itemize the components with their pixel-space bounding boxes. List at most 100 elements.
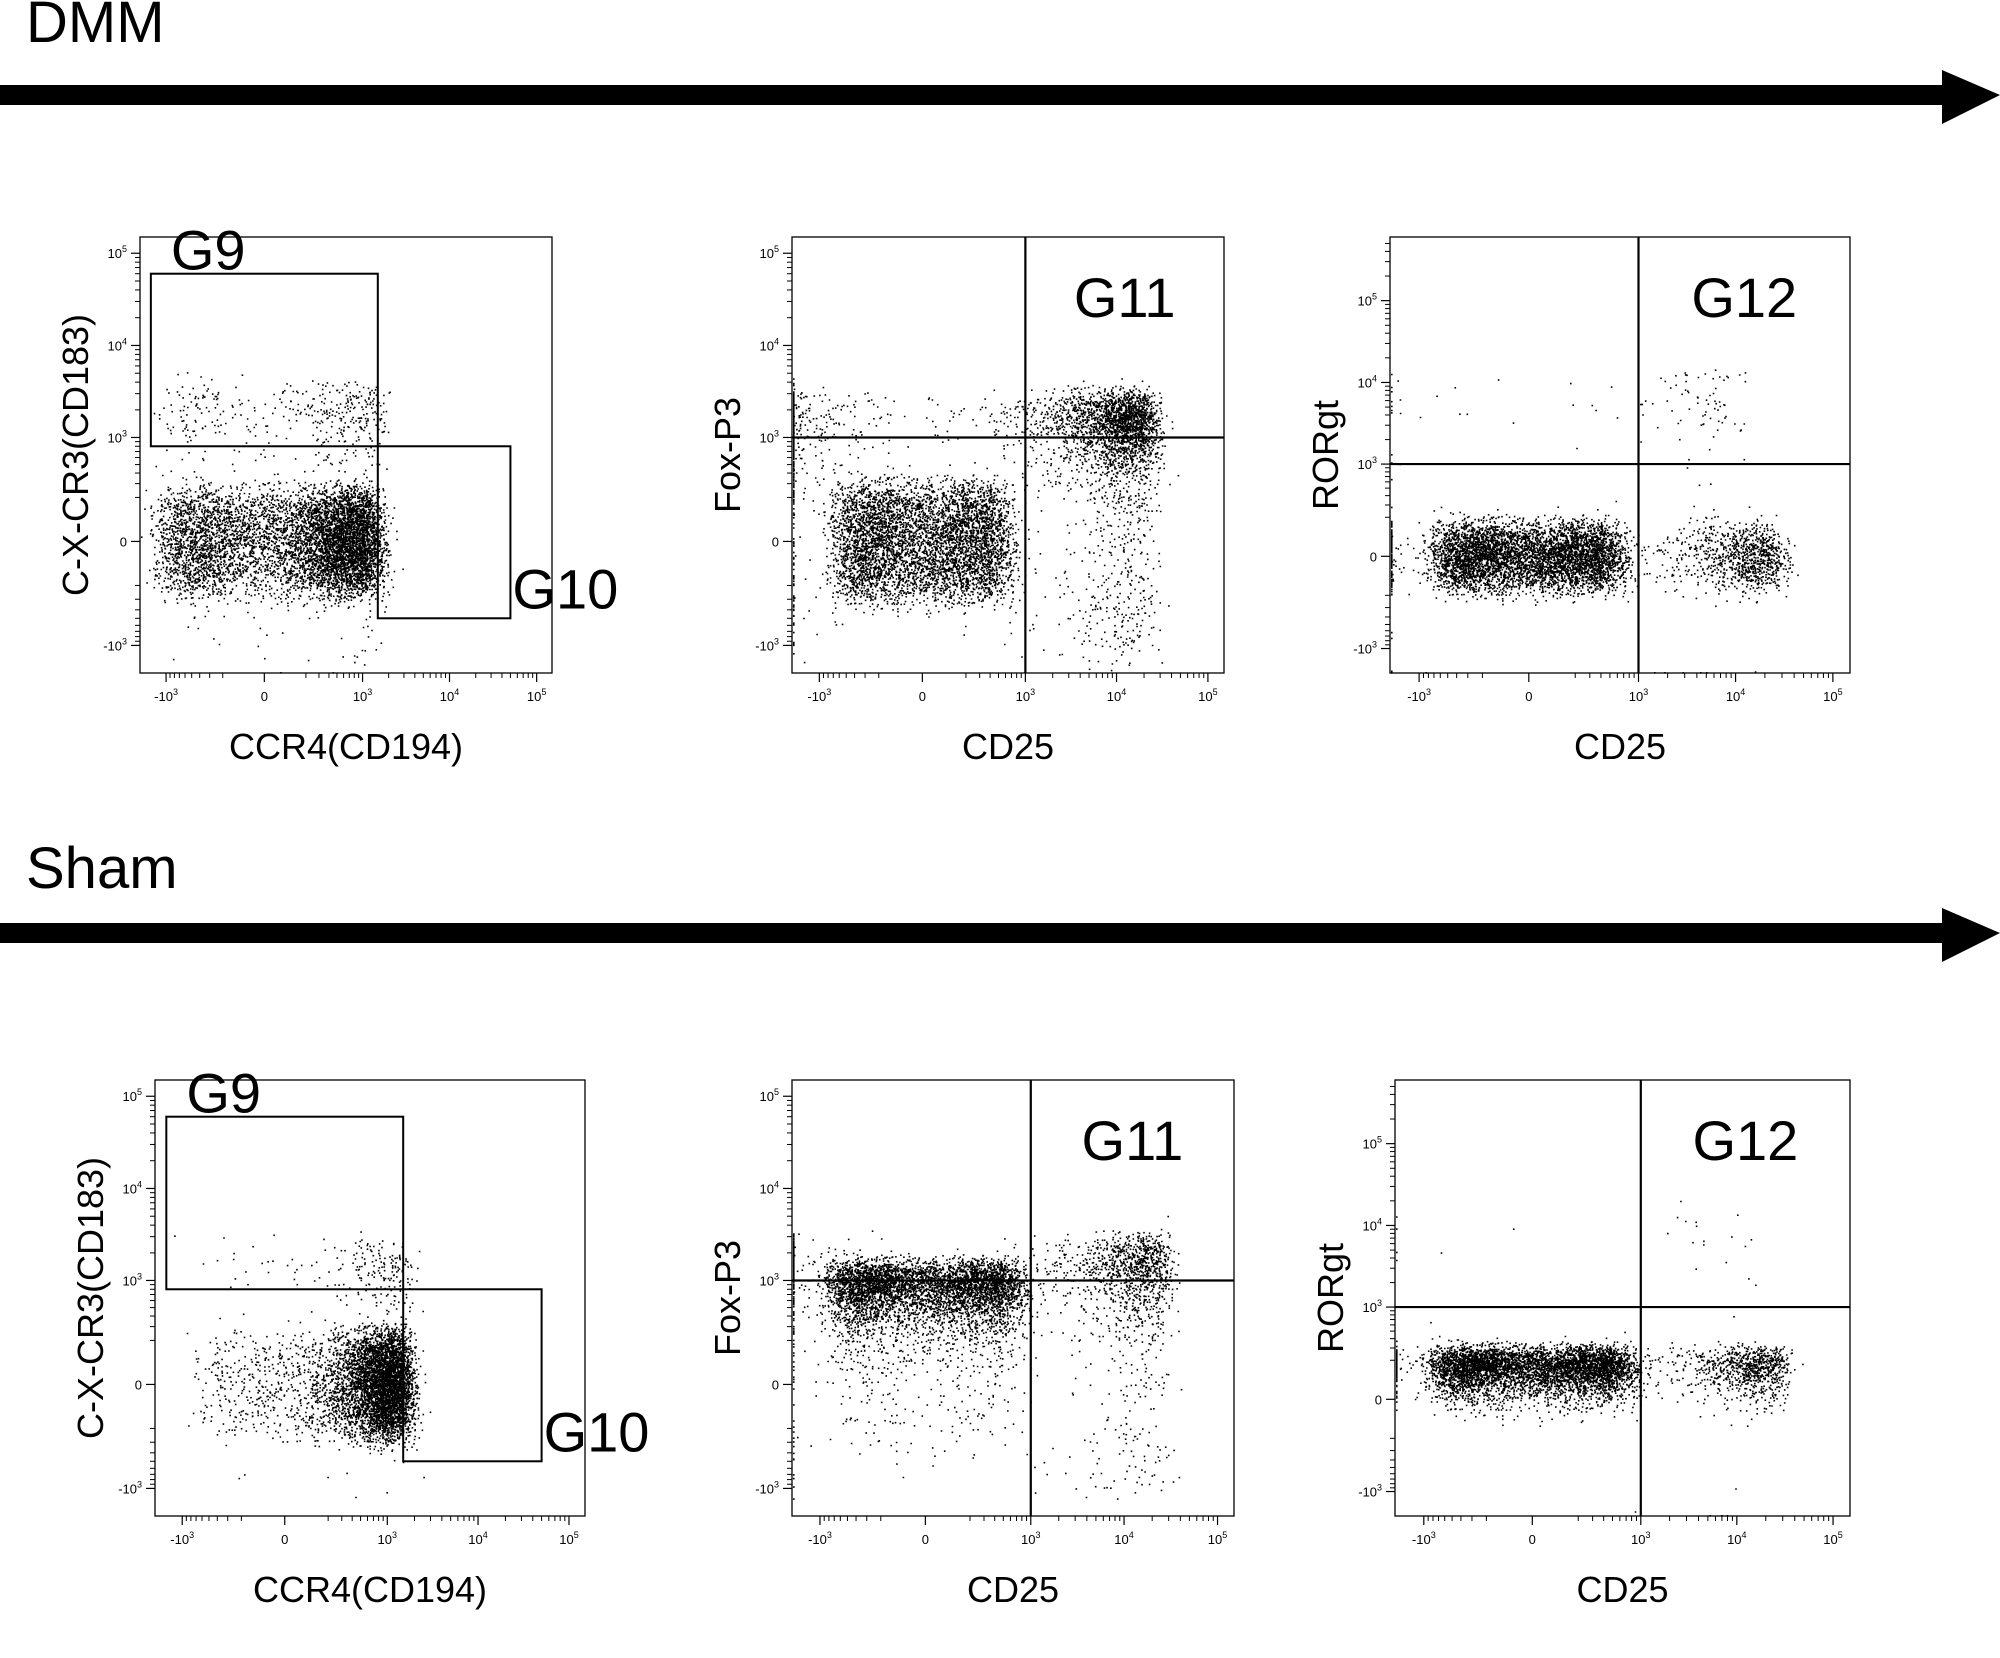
x-tick-label: 103 xyxy=(1021,1530,1040,1547)
event-dots xyxy=(174,1231,432,1499)
x-tick-label: 0 xyxy=(261,689,268,704)
x-axis-title: CD25 xyxy=(1576,1569,1668,1610)
y-axis: -103 0 103 104 105 xyxy=(1353,242,1390,657)
y-tick-label: 104 xyxy=(1363,1216,1382,1233)
x-tick-label: 105 xyxy=(559,1530,578,1547)
y-tick-label: 105 xyxy=(1358,292,1377,309)
population xyxy=(186,1306,432,1455)
gate-label-g11: G11 xyxy=(1074,266,1176,329)
x-tick-label: -103 xyxy=(1412,1530,1436,1547)
x-axis: -103 0 103 104 105 xyxy=(1407,673,1843,704)
y-tick-label: 0 xyxy=(772,534,779,549)
y-axis: -103 0 103 104 105 xyxy=(1358,1085,1395,1500)
x-tick-label: 0 xyxy=(919,689,926,704)
x-tick-label: 0 xyxy=(1529,1532,1536,1547)
population-dots xyxy=(1418,500,1651,606)
population xyxy=(818,457,1037,618)
y-tick-label: 105 xyxy=(1363,1135,1382,1152)
y-axis-title: RORgt xyxy=(1310,1243,1351,1353)
x-tick-label: 104 xyxy=(1107,687,1126,704)
population-dots xyxy=(793,1215,1183,1500)
x-tick-label: 104 xyxy=(1726,687,1745,704)
y-tick-label: 103 xyxy=(1358,455,1377,472)
x-tick-label: 105 xyxy=(1208,1530,1227,1547)
x-axis-title: CD25 xyxy=(962,726,1054,767)
y-axis-title: C-X-CR3(CD183) xyxy=(55,314,96,596)
y-tick-label: 104 xyxy=(123,1179,142,1196)
y-axis: -103 0 103 104 105 xyxy=(118,1087,155,1496)
y-tick-label: 0 xyxy=(1370,549,1377,564)
y-tick-label: 104 xyxy=(760,336,779,353)
gate-g10 xyxy=(376,445,512,620)
population xyxy=(141,463,404,619)
y-tick-label: 103 xyxy=(123,1271,142,1288)
x-tick-label: 0 xyxy=(1525,689,1532,704)
x-tick-label: -103 xyxy=(154,687,178,704)
y-tick-label: 103 xyxy=(760,1271,779,1288)
event-dots xyxy=(793,1215,1183,1500)
population xyxy=(1416,1331,1660,1427)
y-tick-label: -103 xyxy=(1353,640,1377,657)
population-dots xyxy=(141,463,404,619)
sham-cd25-rorgt-plot: -103 0 103 104 105 -103 0 103 104 105 CD25 RORgt G12 xyxy=(1310,1079,1851,1610)
population xyxy=(1418,500,1651,606)
y-tick-label: 105 xyxy=(760,1087,779,1104)
event-dots xyxy=(1391,369,1799,674)
y-axis: -103 0 103 104 105 xyxy=(103,244,140,653)
row-title-sham: Sham xyxy=(26,836,178,901)
y-tick-label: -103 xyxy=(755,636,779,653)
gate-label-g11: G11 xyxy=(1082,1109,1184,1172)
x-axis-title: CCR4(CD194) xyxy=(229,726,463,767)
y-tick-label: 104 xyxy=(760,1179,779,1196)
plot-frame xyxy=(1394,1079,1851,1517)
gate-g9 xyxy=(149,272,379,448)
plot-frame xyxy=(139,236,553,674)
y-tick-label: 105 xyxy=(108,244,127,261)
plot-frame xyxy=(154,1079,586,1517)
y-tick-label: 103 xyxy=(760,428,779,445)
y-tick-label: 103 xyxy=(108,428,127,445)
y-tick-label: 0 xyxy=(772,1377,779,1392)
x-tick-label: 104 xyxy=(440,687,459,704)
plot-frame xyxy=(791,236,1225,674)
population xyxy=(793,1215,1183,1500)
x-axis: -103 0 103 104 105 xyxy=(1412,1516,1843,1547)
gate-label-g10: G10 xyxy=(512,557,618,620)
population-dots xyxy=(818,457,1037,618)
x-tick-label: -103 xyxy=(1407,687,1431,704)
event-dots xyxy=(793,378,1180,672)
y-tick-label: 103 xyxy=(1363,1298,1382,1315)
x-tick-label: 104 xyxy=(468,1530,487,1547)
dmm-ccr4-cxcr3-plot: -103 0 103 104 105 -103 0 103 104 105 CCR4(CD194) C… xyxy=(55,219,618,767)
y-tick-label: 105 xyxy=(760,244,779,261)
x-axis: -103 0 103 104 105 xyxy=(808,1516,1227,1547)
x-tick-label: -103 xyxy=(807,687,831,704)
population xyxy=(813,1243,1049,1467)
gate-g9 xyxy=(165,1115,405,1291)
x-tick-label: 104 xyxy=(1114,1530,1133,1547)
x-tick-label: 104 xyxy=(1727,1530,1746,1547)
population-dots xyxy=(174,1231,425,1499)
x-tick-label: 105 xyxy=(1198,687,1217,704)
dmm-cd25-foxp3-plot: -103 0 103 104 105 -103 0 103 104 105 CD25 Fox-P3 G1… xyxy=(707,236,1225,767)
gate-g10 xyxy=(402,1288,543,1463)
y-axis: -103 0 103 104 105 xyxy=(755,244,792,653)
gate-label-g9: G9 xyxy=(186,1062,261,1125)
x-tick-label: -103 xyxy=(808,1530,832,1547)
x-tick-label: 0 xyxy=(281,1532,288,1547)
arrow-sham xyxy=(0,908,2000,962)
x-tick-label: 105 xyxy=(527,687,546,704)
sham-cd25-foxp3-plot: -103 0 103 104 105 -103 0 103 104 105 CD25 Fox-P3 G1… xyxy=(707,1079,1235,1610)
population-dots xyxy=(186,1306,432,1455)
gate-label-g12: G12 xyxy=(1692,1109,1798,1172)
sham-ccr4-cxcr3-plot: -103 0 103 104 105 -103 0 103 104 105 CCR4(CD194) C… xyxy=(70,1062,649,1610)
row-title-dmm: DMM xyxy=(26,0,165,55)
x-tick-label: 103 xyxy=(1629,687,1648,704)
x-tick-label: 103 xyxy=(378,1530,397,1547)
x-tick-label: 105 xyxy=(1823,687,1842,704)
population-dots xyxy=(1416,1331,1660,1427)
dmm-cd25-rorgt-plot: -103 0 103 104 105 -103 0 103 104 105 CD25 RORgt G12 xyxy=(1305,236,1851,767)
population xyxy=(1391,369,1757,674)
y-axis: -103 0 103 104 105 xyxy=(755,1087,792,1496)
y-tick-label: 0 xyxy=(120,534,127,549)
